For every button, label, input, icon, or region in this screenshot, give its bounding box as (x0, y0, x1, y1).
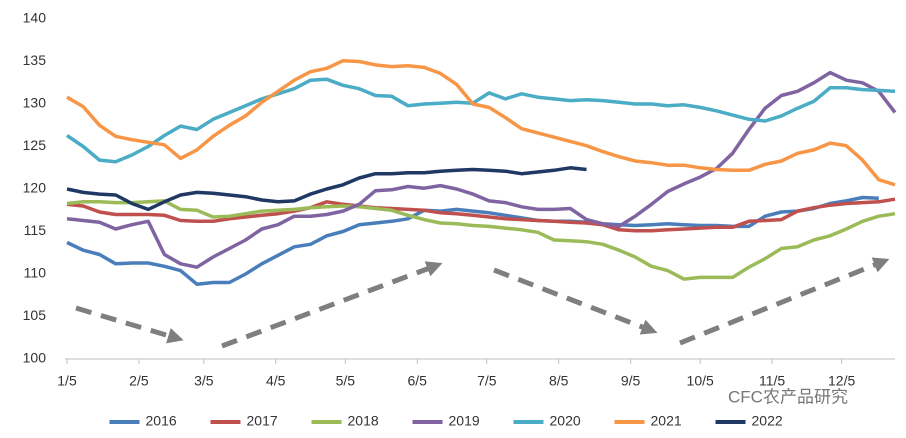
legend-label: 2021 (651, 413, 682, 429)
series-line (66, 166, 587, 212)
y-tick-label: 135 (23, 52, 47, 68)
series-line (66, 77, 896, 164)
watermark: CFC农产品研究 (728, 387, 848, 406)
arrow (75, 305, 184, 344)
series-line (66, 197, 896, 233)
legend-label: 2018 (348, 413, 379, 429)
legend-label: 2016 (146, 413, 177, 429)
x-tick-label: 9/5 (621, 373, 641, 389)
legend-label: 2019 (449, 413, 480, 429)
x-tick-label: 5/5 (336, 373, 356, 389)
x-tick-label: 8/5 (549, 373, 569, 389)
series-line (66, 199, 896, 281)
legend-label: 2022 (752, 413, 783, 429)
y-tick-label: 140 (23, 10, 47, 26)
legend-label: 2017 (247, 413, 278, 429)
y-tick-label: 110 (24, 265, 47, 281)
y-tick-label: 100 (23, 350, 47, 366)
y-tick-label: 125 (23, 137, 47, 153)
x-tick-label: 6/5 (407, 373, 427, 389)
x-tick-label: 2/5 (129, 373, 149, 389)
x-tick-label: 1/5 (57, 373, 77, 389)
y-tick-label: 115 (24, 222, 47, 238)
legend-label: 2020 (550, 413, 581, 429)
y-tick-label: 120 (23, 180, 47, 196)
arrow (221, 261, 443, 349)
series-line (66, 195, 879, 286)
x-tick-label: 3/5 (194, 373, 214, 389)
arrow (679, 257, 890, 346)
series-line (66, 58, 896, 187)
x-tick-label: 7/5 (477, 373, 497, 389)
x-tick-label: 10/5 (687, 373, 714, 389)
x-tick-label: 12/5 (828, 373, 855, 389)
x-tick-label: 11/5 (759, 373, 785, 389)
x-tick-label: 4/5 (266, 373, 286, 389)
arrow (493, 267, 658, 335)
y-tick-label: 130 (23, 95, 47, 111)
y-tick-label: 105 (23, 307, 47, 323)
trend-arrows (75, 257, 890, 349)
